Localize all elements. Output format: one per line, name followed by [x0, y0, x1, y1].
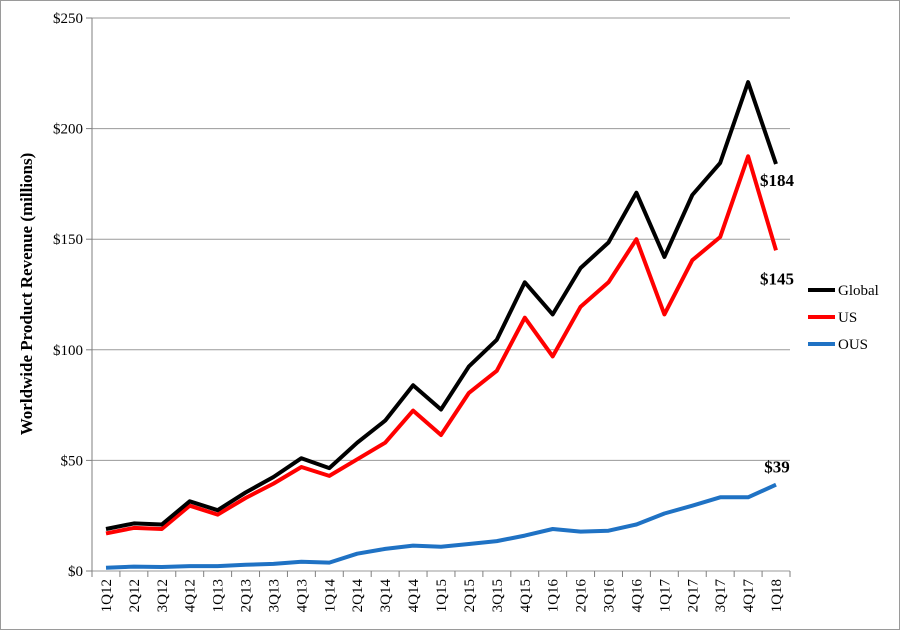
x-tick-label: 3Q17	[713, 579, 729, 613]
x-tick-label: 3Q13	[266, 579, 282, 612]
legend-label-global: Global	[838, 283, 879, 299]
x-tick-label: 2Q12	[127, 579, 143, 612]
x-tick-label: 1Q17	[657, 579, 673, 613]
x-tick-label: 4Q14	[406, 579, 422, 613]
legend-label-us: US	[838, 310, 857, 326]
data-label-global: $184	[760, 171, 795, 190]
legend: Global US OUS	[808, 283, 879, 353]
x-tick-label: 2Q14	[350, 579, 366, 613]
x-tick-label: 2Q15	[462, 579, 478, 612]
x-tick-label: 3Q15	[490, 579, 506, 612]
data-label-ous: $39	[764, 458, 790, 477]
gridlines	[91, 17, 790, 572]
series-line-global	[105, 80, 778, 531]
y-tick-label: $250	[53, 11, 83, 27]
x-tick-label: 1Q16	[546, 579, 562, 613]
x-tick-label: 4Q17	[741, 579, 757, 613]
x-tick-label: 2Q13	[239, 579, 255, 612]
x-tick-label: 3Q16	[602, 579, 618, 613]
series-line-us	[105, 154, 778, 536]
y-tick-label: $50	[61, 453, 84, 469]
y-tick-label: $0	[68, 564, 83, 580]
x-tick-label: 4Q13	[294, 579, 310, 612]
x-tick-label: 1Q13	[211, 579, 227, 612]
x-tick-label: 3Q12	[155, 579, 171, 612]
series-lines	[105, 80, 778, 570]
y-tick-label: $200	[53, 122, 83, 138]
x-tick-label: 1Q12	[99, 579, 115, 612]
y-tick-label: $150	[53, 232, 83, 248]
y-axis-ticks: $0 $50 $100 $150 $200 $250	[53, 11, 92, 580]
y-axis-label: Worldwide Product Revenue (millions)	[17, 153, 36, 436]
x-tick-label: 4Q12	[183, 579, 199, 612]
x-tick-label: 1Q15	[434, 579, 450, 612]
x-tick-label: 3Q14	[378, 579, 394, 613]
x-tick-label: 4Q15	[518, 579, 534, 612]
x-tick-label: 4Q16	[629, 579, 645, 613]
series-line-ous	[105, 482, 777, 570]
x-tick-label: 2Q16	[574, 579, 590, 613]
data-label-us: $145	[760, 269, 794, 288]
y-tick-label: $100	[53, 343, 83, 359]
x-tick-label: 1Q18	[769, 579, 785, 612]
x-axis-ticks: 1Q12 2Q12 3Q12 4Q12 1Q13 2Q13 3Q13 4Q13 1Q14 2Q14…	[91, 571, 791, 613]
data-labels: $184 $145 $39	[760, 171, 795, 477]
legend-label-ous: OUS	[838, 337, 868, 353]
x-tick-label: 2Q17	[685, 579, 701, 613]
x-tick-label: 1Q14	[322, 579, 338, 613]
